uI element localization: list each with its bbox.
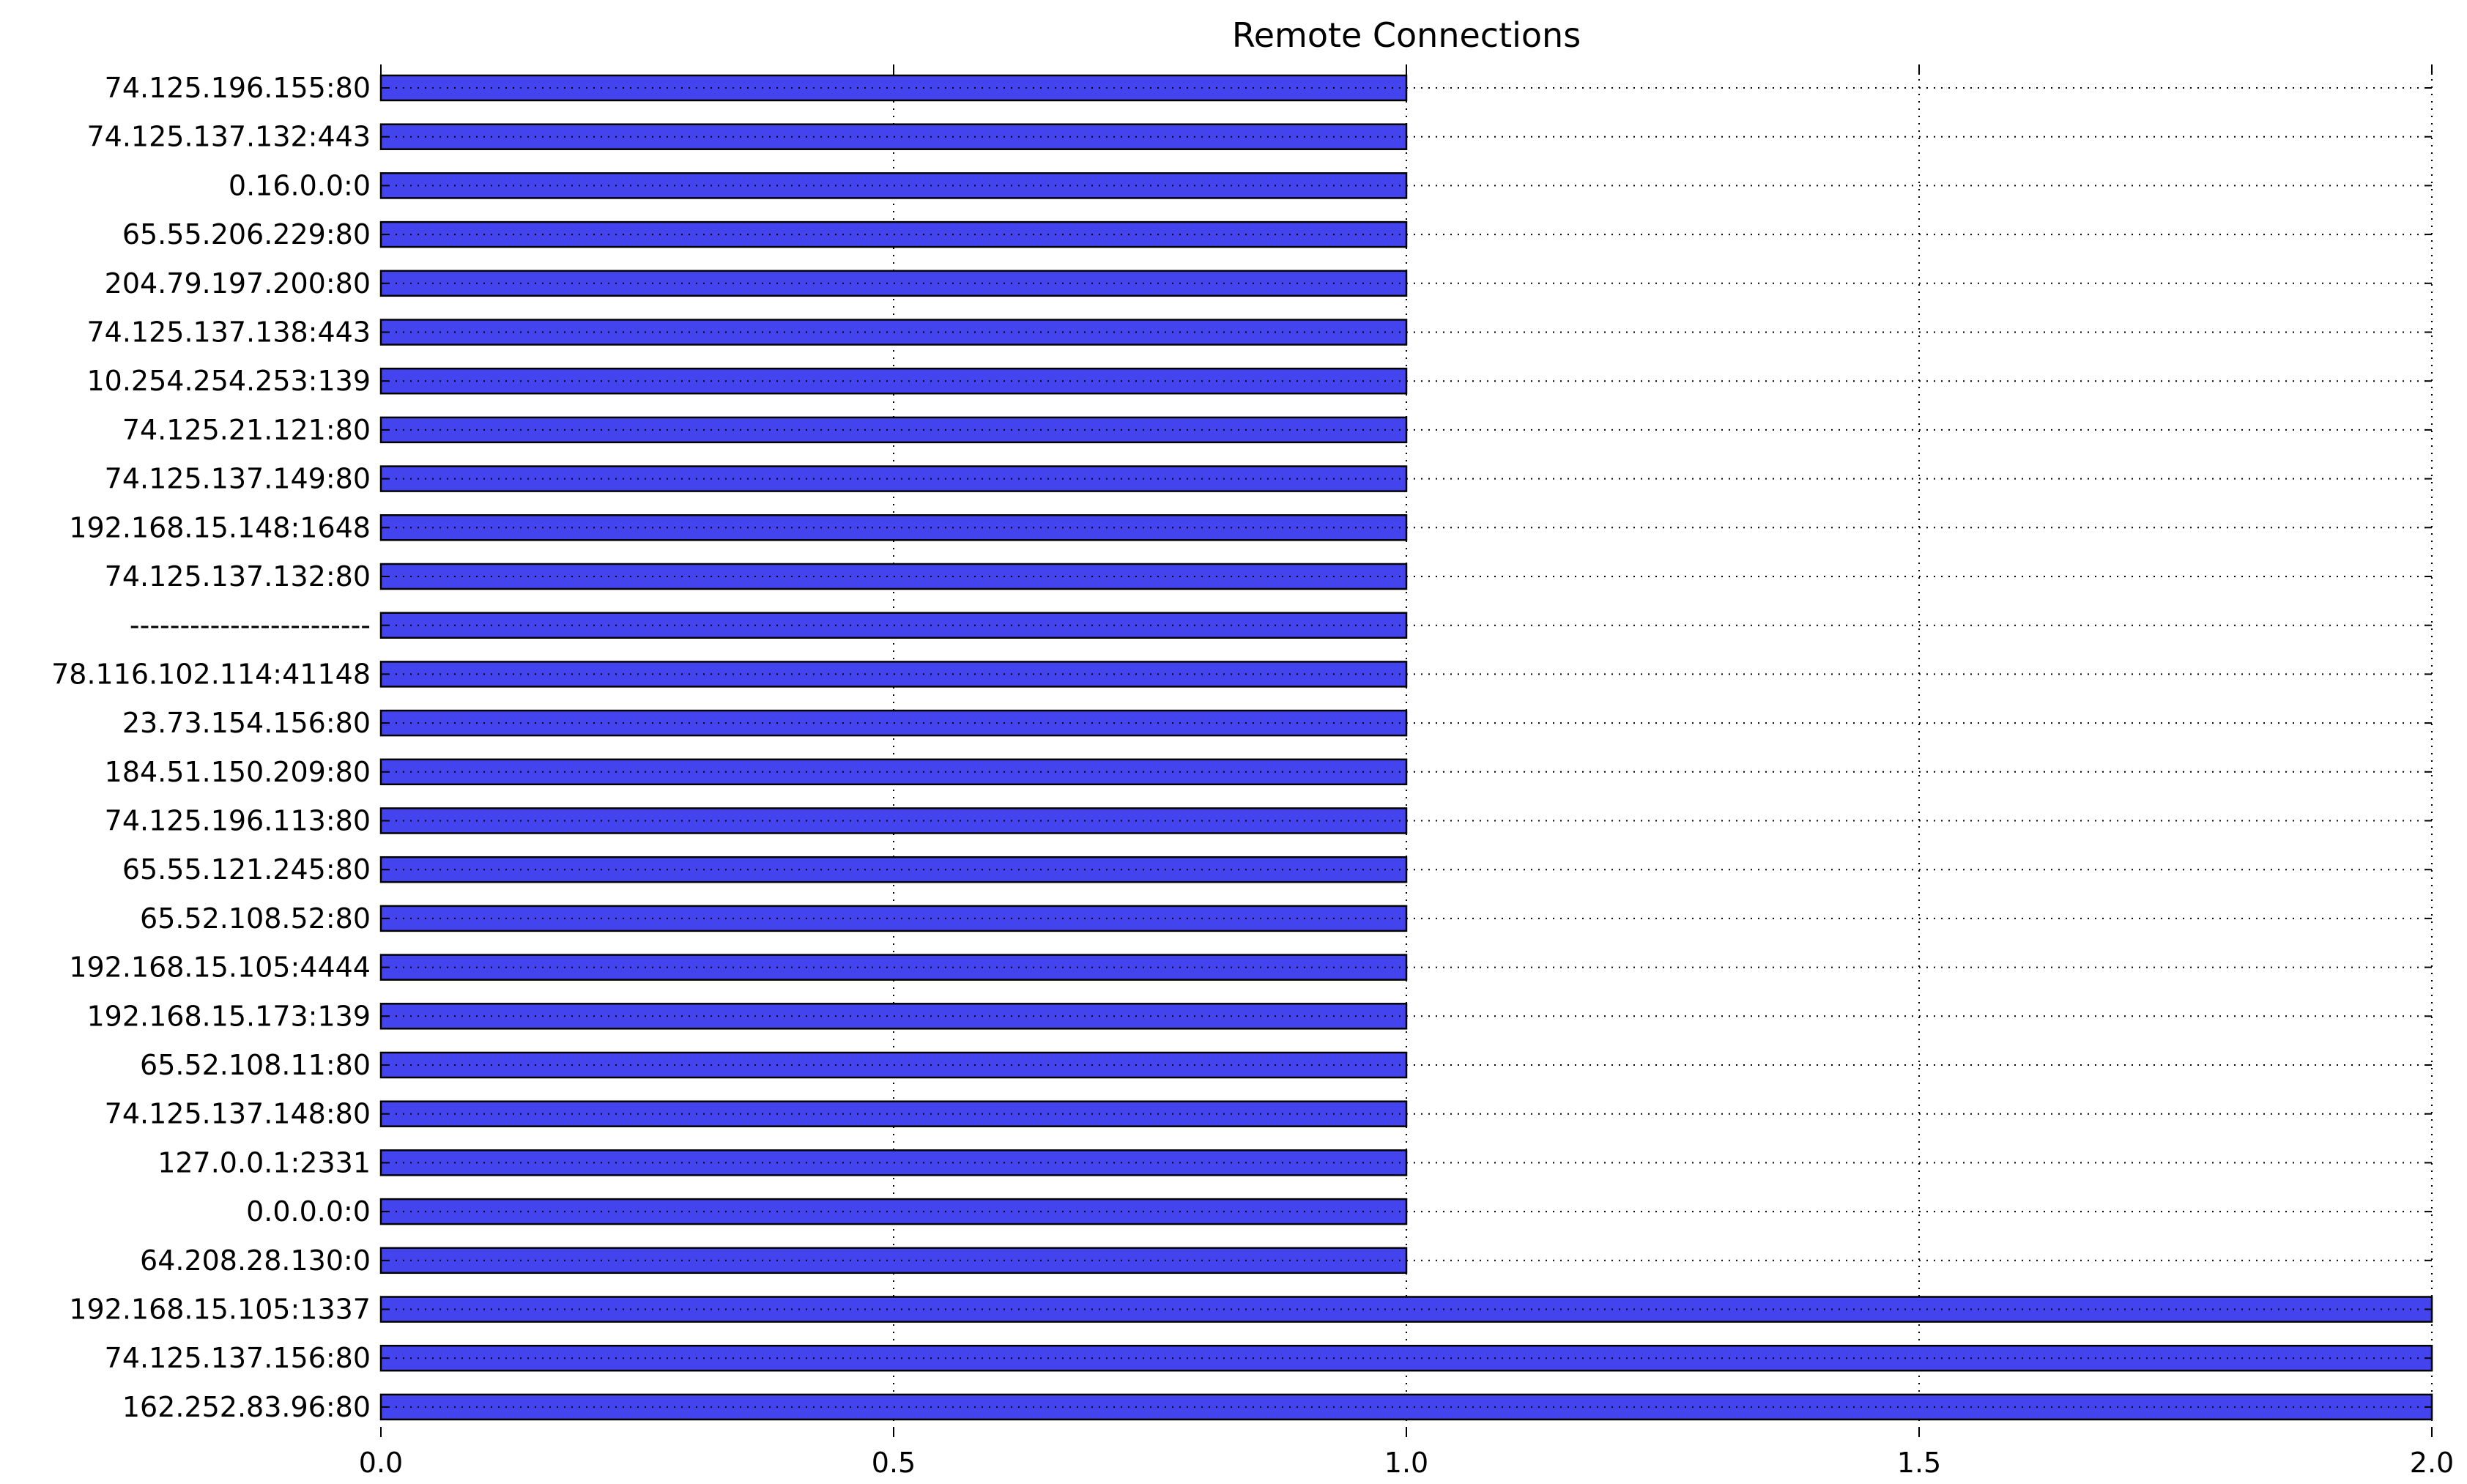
- y-tick-label: 74.125.137.132:443: [86, 121, 371, 153]
- y-tick-label: 192.168.15.173:139: [86, 1000, 371, 1032]
- x-tick-label: 1.0: [1384, 1447, 1428, 1479]
- y-tick-label: 204.79.197.200:80: [105, 267, 371, 300]
- y-tick-label: 127.0.0.1:2331: [157, 1146, 371, 1179]
- y-tick-label: 74.125.137.138:443: [86, 316, 371, 349]
- y-tick-label: 23.73.154.156:80: [122, 707, 371, 739]
- y-tick-label: 74.125.196.113:80: [105, 805, 371, 837]
- y-tick-label: 74.125.137.156:80: [105, 1342, 371, 1374]
- chart-title: Remote Connections: [1232, 15, 1581, 55]
- y-tick-label: 78.116.102.114:41148: [51, 658, 371, 690]
- y-tick-label: 64.208.28.130:0: [140, 1244, 371, 1277]
- y-tick-label: 74.125.196.155:80: [105, 72, 371, 104]
- x-tick-label: 1.5: [1897, 1447, 1941, 1479]
- x-tick-label: 2.0: [2410, 1447, 2454, 1479]
- y-tick-label: 184.51.150.209:80: [105, 756, 371, 788]
- y-tick-label: 74.125.137.148:80: [105, 1098, 371, 1130]
- bar: [379, 1296, 2433, 1323]
- y-tick-label: 0.0.0.0:0: [246, 1195, 371, 1228]
- y-tick-label: 192.168.15.105:4444: [69, 951, 371, 984]
- y-tick-label: 74.125.137.132:80: [105, 560, 371, 593]
- y-tick-label: 65.52.108.11:80: [140, 1049, 371, 1081]
- y-tick-label: 0.16.0.0:0: [229, 169, 371, 201]
- hgrid-layer: [381, 87, 2432, 1408]
- y-tick-label: 65.52.108.52:80: [140, 902, 371, 935]
- y-tick-label: 74.125.137.149:80: [105, 463, 371, 495]
- y-tick-label: ------------------------: [130, 609, 371, 642]
- y-tick-label: 192.168.15.148:1648: [69, 511, 371, 543]
- x-tick-label: 0.0: [359, 1447, 403, 1479]
- bar: [379, 1051, 1408, 1079]
- y-tick-label: 10.254.254.253:139: [86, 365, 371, 397]
- y-tick-label: 74.125.21.121:80: [122, 414, 371, 446]
- axis-layer: [380, 64, 2433, 1437]
- y-tick-label: 65.55.206.229:80: [122, 218, 371, 251]
- x-tick-labels: 0.0 0.5 1.0 1.5 2.0: [359, 1447, 2454, 1479]
- y-tick-label: 162.252.83.96:80: [122, 1391, 371, 1423]
- y-tick-label: 65.55.121.245:80: [122, 853, 371, 886]
- x-tick-label: 0.5: [872, 1447, 916, 1479]
- y-tick-label: 192.168.15.105:1337: [69, 1294, 371, 1326]
- y-tick-labels: 74.125.196.155:80 74.125.137.132:443 0.16.…: [51, 72, 371, 1423]
- bars-layer: [379, 74, 2433, 1421]
